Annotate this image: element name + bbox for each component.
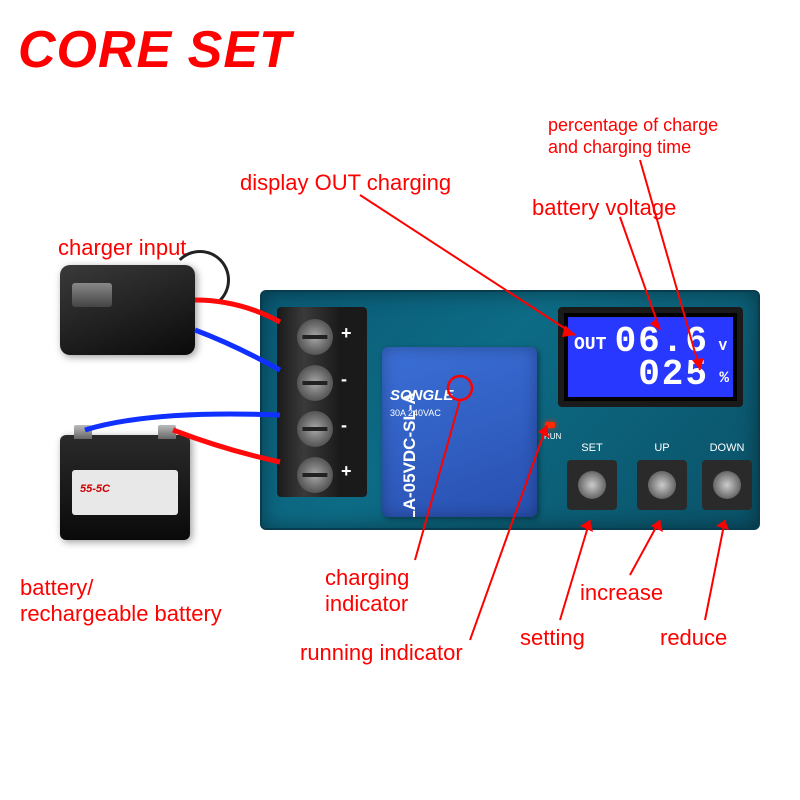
screw-1-icon <box>297 319 333 355</box>
relay-model: SLA-05VDC-SL-A <box>400 392 420 517</box>
battery-terminal-neg-icon <box>74 425 92 439</box>
screw-2-icon <box>297 365 333 401</box>
label-charging-ind: charging indicator <box>325 565 409 618</box>
charger-cable-icon <box>170 250 230 310</box>
lcd-percent-value: 025 <box>638 354 709 395</box>
battery: 55-5C <box>60 435 190 540</box>
label-pct-charge: percentage of charge and charging time <box>548 115 718 158</box>
pcb-board: + - - + SONGLE 30A 240VAC SLA-05VDC-SL-A… <box>260 290 760 530</box>
set-button-label: SET <box>567 442 617 454</box>
label-charger-input: charger input <box>58 235 186 261</box>
lcd-display: OUT 06.6 V 025 % <box>558 307 743 407</box>
logo-text: CORE SET <box>18 21 292 79</box>
label-battery-voltage: battery voltage <box>532 195 676 221</box>
up-button[interactable] <box>637 460 687 510</box>
down-button-label: DOWN <box>702 442 752 454</box>
term-polarity-4: + <box>341 461 352 482</box>
up-button-label: UP <box>637 442 687 454</box>
term-polarity-3: - <box>341 415 347 436</box>
label-battery: battery/ rechargeable battery <box>20 575 222 628</box>
lcd-percent-unit: % <box>719 369 729 387</box>
set-button[interactable] <box>567 460 617 510</box>
term-polarity-2: - <box>341 369 347 390</box>
lcd-out-indicator: OUT <box>574 335 606 355</box>
terminal-block: + - - + <box>277 307 367 497</box>
battery-terminal-pos-icon <box>158 425 176 439</box>
run-led-icon <box>545 422 555 428</box>
label-running-ind: running indicator <box>300 640 463 666</box>
label-reduce: reduce <box>660 625 727 651</box>
lcd-voltage-unit: V <box>719 339 727 355</box>
term-polarity-1: + <box>341 323 352 344</box>
label-display-out: display OUT charging <box>240 170 451 196</box>
battery-brand: 55-5C <box>80 483 110 495</box>
down-button[interactable] <box>702 460 752 510</box>
relay: SONGLE 30A 240VAC SLA-05VDC-SL-A <box>382 347 537 517</box>
screw-3-icon <box>297 411 333 447</box>
run-led-label: RUN <box>544 432 561 441</box>
lcd-screen: OUT 06.6 V 025 % <box>568 317 733 397</box>
screw-4-icon <box>297 457 333 493</box>
logo: CORE SET <box>18 20 292 80</box>
label-increase: increase <box>580 580 663 606</box>
label-setting: setting <box>520 625 585 651</box>
